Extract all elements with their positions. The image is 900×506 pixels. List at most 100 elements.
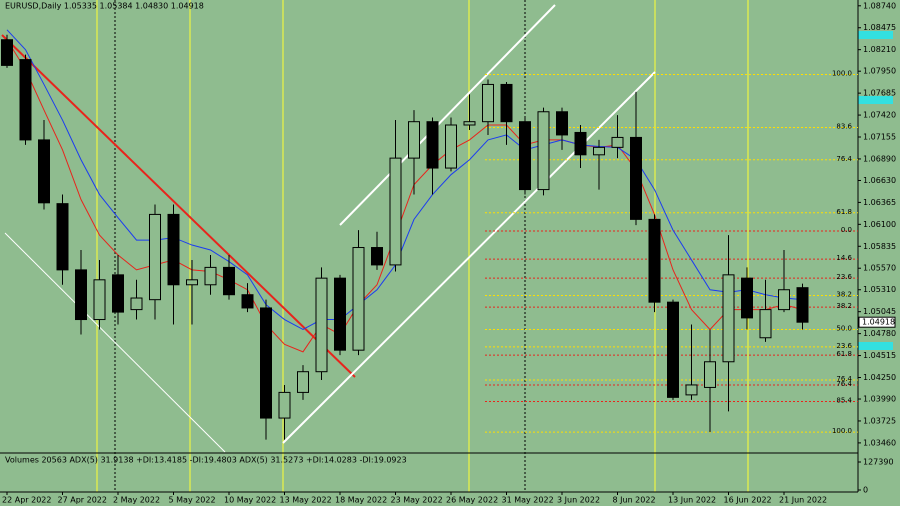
y2-tick-label: 0	[863, 486, 868, 495]
candle-body	[537, 111, 550, 191]
y-tick-label: 1.04250	[863, 373, 896, 382]
y-tick-label: 1.08210	[863, 45, 896, 54]
candle-body	[38, 139, 50, 204]
candle-body	[556, 111, 568, 136]
indicator-title: Volumes 20563 ADX(5) 31.9138 +DI:13.4185…	[5, 456, 407, 465]
candle-body	[408, 121, 420, 159]
candle-body	[630, 136, 642, 220]
x-tick-label: 21 Jun 2022	[779, 496, 827, 505]
y-tick-label: 1.06365	[863, 198, 896, 207]
y-tick-label: 1.06100	[863, 220, 896, 229]
fib-level-label: 23.6	[836, 273, 852, 281]
x-tick-label: 13 May 2022	[280, 496, 332, 505]
x-tick-label: 31 May 2022	[502, 496, 554, 505]
fib-level-label: 100.0	[832, 70, 852, 78]
x-tick-label: 13 Jun 2022	[668, 496, 716, 505]
x-tick-label: 8 Jun 2022	[613, 496, 656, 505]
y-tick-label: 1.03460	[863, 438, 896, 447]
candle-body	[278, 391, 291, 419]
fib-level-label: 50.0	[836, 324, 852, 332]
candle-body	[241, 294, 254, 309]
x-tick-label: 18 May 2022	[335, 496, 387, 505]
candle-body	[75, 269, 87, 321]
channel-line	[282, 71, 656, 444]
y-tick-label: 1.06890	[863, 154, 896, 163]
y-tick-label: 1.08475	[863, 23, 896, 32]
candle-body	[204, 266, 217, 286]
candle-body	[426, 121, 439, 169]
fib-level-label: 38.2	[836, 302, 852, 310]
date-axis-background	[0, 492, 858, 506]
candle-body	[93, 279, 106, 321]
candle-body	[741, 277, 753, 319]
y-tick-label: 1.05570	[863, 264, 896, 273]
candle-body	[186, 279, 198, 286]
axis-highlight	[858, 342, 893, 350]
candle-body	[297, 371, 309, 393]
candle-body	[685, 384, 698, 396]
y-tick-label: 1.07950	[863, 67, 896, 76]
candle-body	[1, 39, 13, 66]
candle-body	[593, 146, 605, 156]
x-tick-label: 10 May 2022	[224, 496, 276, 505]
candle-body	[519, 121, 531, 191]
fib-level-label: 14.6	[836, 254, 852, 262]
candle-body	[149, 213, 161, 301]
candle-body	[500, 83, 513, 123]
y2-tick-label: 127390	[863, 458, 894, 467]
x-tick-label: 23 May 2022	[391, 496, 443, 505]
x-tick-label: 27 Apr 2022	[58, 496, 107, 505]
fib-level-label: 0.0	[841, 226, 852, 234]
y-tick-label: 1.04780	[863, 329, 896, 338]
fib-level-label: 23.6	[836, 342, 852, 350]
candle-body	[223, 266, 235, 296]
candle-body	[463, 121, 476, 126]
candle-body	[389, 157, 402, 266]
axis-highlight	[858, 96, 893, 104]
fib-level-label: 76.4	[836, 375, 852, 383]
y-tick-label: 1.07685	[863, 89, 896, 98]
candle-body	[667, 301, 679, 398]
channel-line	[4, 232, 226, 453]
plot-background	[0, 0, 858, 492]
fib-level-label: 85.4	[836, 397, 852, 405]
moving-average	[6, 39, 803, 353]
axis-highlight	[858, 31, 893, 39]
y-tick-label: 1.08740	[863, 1, 896, 10]
candle-body	[778, 289, 790, 311]
candle-body	[445, 124, 457, 169]
candle-body	[56, 203, 69, 271]
y-tick-label: 1.05310	[863, 285, 896, 294]
y-tick-label: 1.07420	[863, 111, 896, 120]
candle-body	[315, 277, 328, 373]
moving-average	[6, 29, 803, 331]
candle-body	[112, 274, 124, 313]
candle-body	[167, 213, 180, 286]
x-tick-label: 2 May 2022	[113, 496, 160, 505]
fib-level-label: 76.4	[836, 155, 852, 163]
candle-body	[371, 247, 383, 266]
y-tick-label: 1.03725	[863, 416, 896, 425]
candle-body	[722, 274, 735, 363]
candle-body	[482, 83, 494, 123]
candle-body	[352, 247, 365, 351]
x-tick-label: 22 Apr 2022	[2, 496, 51, 505]
channel-line	[339, 4, 556, 226]
fib-level-label: 83.6	[836, 122, 852, 130]
candle-body	[648, 218, 661, 303]
x-tick-label: 5 May 2022	[169, 496, 216, 505]
x-tick-label: 26 May 2022	[446, 496, 498, 505]
trend-line	[1, 34, 356, 378]
y-tick-label: 1.05835	[863, 242, 896, 251]
x-tick-label: 3 Jun 2022	[557, 496, 600, 505]
candle-body	[260, 307, 272, 419]
axis-background	[858, 0, 900, 506]
last-price-label: 1.04918	[862, 318, 895, 327]
y-tick-label: 1.07155	[863, 133, 896, 142]
fib-level-label: 76.4	[836, 380, 852, 388]
candle-body	[19, 59, 32, 141]
candle-body	[130, 297, 143, 311]
fib-level-label: 100.0	[832, 427, 852, 435]
candle-body	[796, 287, 809, 323]
